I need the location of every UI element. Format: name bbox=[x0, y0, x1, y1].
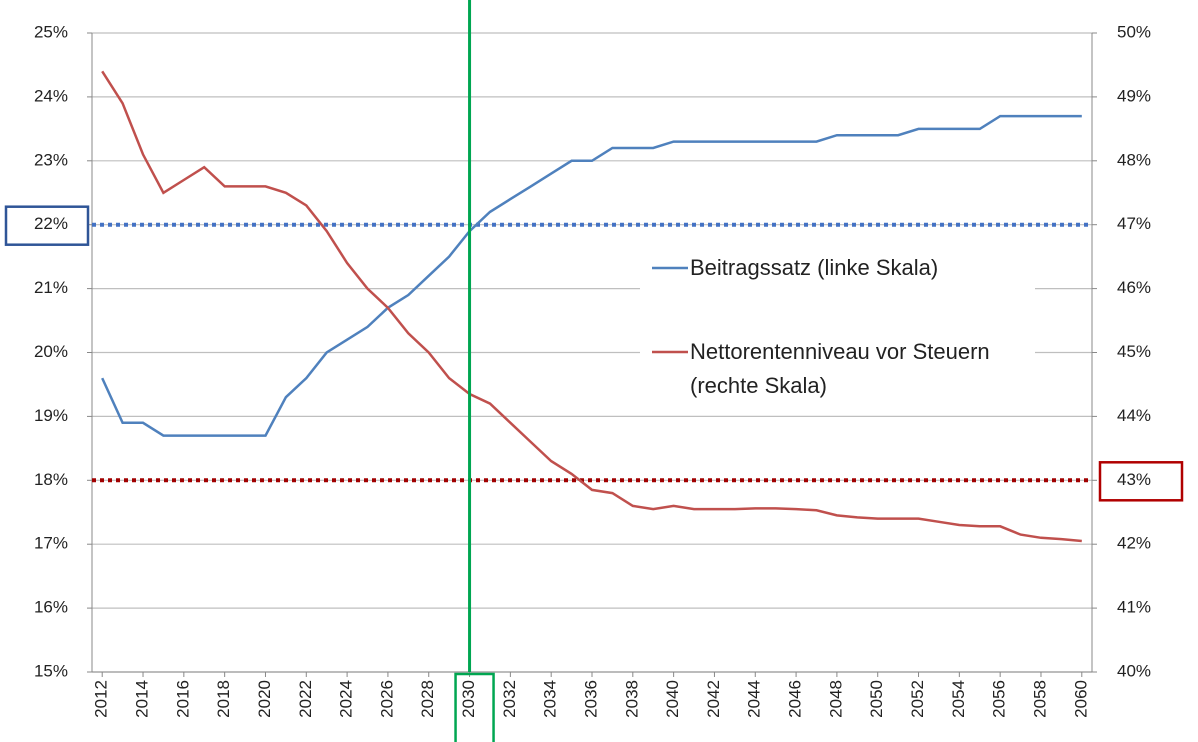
x-tick-label: 2012 bbox=[92, 680, 111, 718]
y2-tick-label: 46% bbox=[1117, 278, 1151, 297]
y-tick-label: 23% bbox=[34, 150, 68, 169]
x-tick-label: 2060 bbox=[1071, 680, 1090, 718]
x-tick-label: 2036 bbox=[581, 680, 600, 718]
x-tick-label: 2040 bbox=[663, 680, 682, 718]
series-line bbox=[101, 114, 1082, 437]
legend-background bbox=[640, 248, 1035, 413]
x-tick-label: 2056 bbox=[990, 680, 1009, 718]
y2-tick-label: 40% bbox=[1117, 661, 1151, 680]
x-tick-label: 2014 bbox=[133, 680, 152, 718]
x-tick-label: 2034 bbox=[541, 680, 560, 718]
x-tick-label: 2026 bbox=[377, 680, 396, 718]
x-tick-label: 2054 bbox=[949, 680, 968, 718]
y2-tick-label: 47% bbox=[1117, 214, 1151, 233]
x-tick-label: 2038 bbox=[622, 680, 641, 718]
y-tick-label: 25% bbox=[34, 22, 68, 41]
y2-tick-label: 43% bbox=[1117, 470, 1151, 489]
x-tick-label: 2032 bbox=[500, 680, 519, 718]
x-tick-label: 2048 bbox=[826, 680, 845, 718]
legend-label: Beitragssatz (linke Skala) bbox=[690, 255, 939, 280]
y2-tick-label: 45% bbox=[1117, 342, 1151, 361]
series-line bbox=[101, 70, 1082, 543]
y-tick-label: 22% bbox=[34, 214, 68, 233]
x-tick-label: 2050 bbox=[867, 680, 886, 718]
y2-tick-label: 41% bbox=[1117, 598, 1151, 617]
x-tick-label: 2016 bbox=[173, 680, 192, 718]
x-tick-label: 2058 bbox=[1030, 680, 1049, 718]
y-tick-label: 21% bbox=[34, 278, 68, 297]
y2-tick-label: 44% bbox=[1117, 406, 1151, 425]
y2-tick-label: 49% bbox=[1117, 86, 1151, 105]
x-tick-label: 2022 bbox=[296, 680, 315, 718]
x-tick-label: 2028 bbox=[418, 680, 437, 718]
y-tick-label: 16% bbox=[34, 598, 68, 617]
y-tick-label: 18% bbox=[34, 470, 68, 489]
y2-tick-label: 42% bbox=[1117, 534, 1151, 553]
y-tick-label: 24% bbox=[34, 86, 68, 105]
x-tick-label: 2024 bbox=[337, 680, 356, 718]
highlight-box bbox=[454, 672, 495, 742]
x-tick-label: 2042 bbox=[704, 680, 723, 718]
highlight-box bbox=[4, 205, 90, 246]
highlight-box bbox=[1098, 461, 1184, 502]
x-tick-label: 2018 bbox=[214, 680, 233, 718]
legend-label: Nettorentenniveau vor Steuern (rechte Sk… bbox=[690, 339, 990, 398]
x-tick-label: 2020 bbox=[255, 680, 274, 718]
y-tick-label: 19% bbox=[34, 406, 68, 425]
x-tick-label: 2044 bbox=[745, 680, 764, 718]
x-tick-label: 2030 bbox=[459, 680, 478, 718]
y2-tick-label: 50% bbox=[1117, 22, 1151, 41]
x-tick-label: 2052 bbox=[908, 680, 927, 718]
x-tick-label: 2046 bbox=[786, 680, 805, 718]
y-tick-label: 15% bbox=[34, 661, 68, 680]
y2-tick-label: 48% bbox=[1117, 150, 1151, 169]
y-tick-label: 17% bbox=[34, 534, 68, 553]
y-tick-label: 20% bbox=[34, 342, 68, 361]
